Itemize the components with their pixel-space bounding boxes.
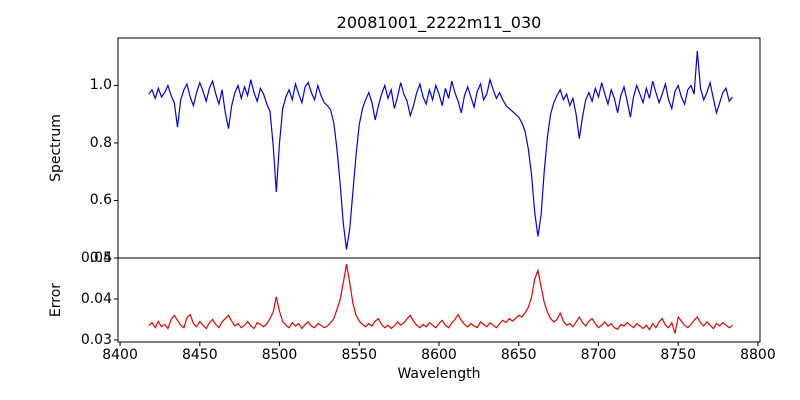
x-tick-label: 8450 <box>181 347 218 363</box>
y-tick-label: 0.05 <box>80 250 112 266</box>
x-tick-label: 8800 <box>740 347 776 363</box>
x-tick-label: 8750 <box>660 347 697 363</box>
y-tick-label: 0.4 <box>89 250 112 266</box>
x-tick-label: 8400 <box>102 347 138 363</box>
y-tick-label: 1.0 <box>89 77 112 94</box>
y-tick-label: 0.04 <box>80 290 112 307</box>
axes-spines <box>117 257 761 343</box>
error-line <box>148 263 733 334</box>
y-tick-label: 0.03 <box>80 331 112 348</box>
axes-spines <box>117 37 761 259</box>
y-tick-label: 0.8 <box>89 134 112 151</box>
x-tick-label: 8650 <box>500 347 537 363</box>
y-tick-label: 0.6 <box>89 192 112 209</box>
x-tick-label: 8550 <box>341 347 378 363</box>
x-tick-label: 8700 <box>580 347 617 363</box>
x-tick-label: 8500 <box>261 347 298 363</box>
x-axis-label: Wavelength <box>397 366 481 382</box>
chart-title: 20081001_2222m11_030 <box>336 13 542 32</box>
spectrum-line <box>148 50 733 250</box>
x-tick-label: 8600 <box>421 347 457 363</box>
